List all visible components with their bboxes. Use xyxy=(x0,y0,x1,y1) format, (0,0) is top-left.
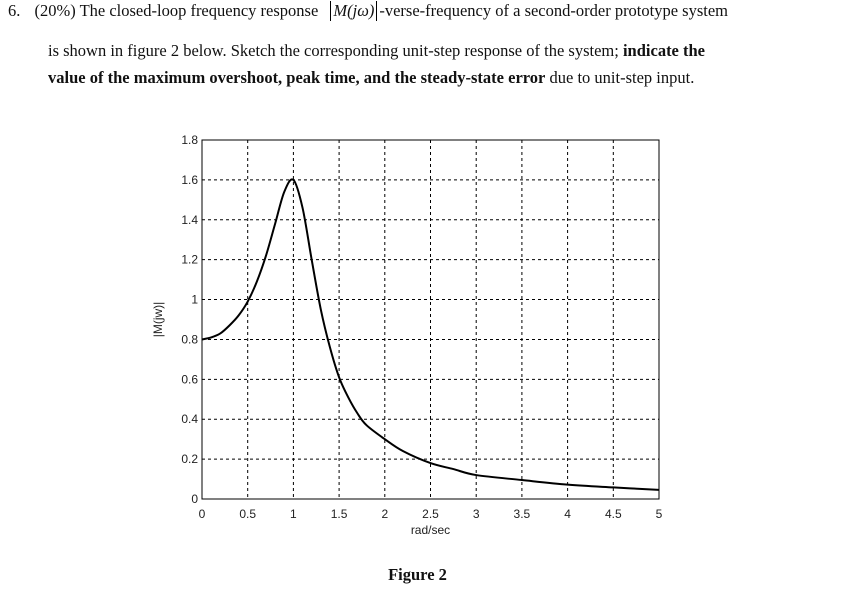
question-line3-normal: due to unit-step input. xyxy=(549,68,695,87)
question-line2-bold: indicate the xyxy=(622,41,706,60)
y-tick-label: 1.8 xyxy=(181,133,198,147)
x-tick-label: 3 xyxy=(473,507,480,521)
question-line-2: is shown in figure 2 below. Sketch the c… xyxy=(48,41,705,61)
y-tick-label: 0.6 xyxy=(181,372,198,386)
x-tick-label: 1 xyxy=(290,507,297,521)
y-tick-label: 0.8 xyxy=(181,332,198,346)
y-tick-label: 0.4 xyxy=(181,412,198,426)
x-tick-label: 0.5 xyxy=(239,507,256,521)
question-number: 6. xyxy=(8,1,21,20)
question-points: (20%) xyxy=(34,1,76,20)
y-tick-label: 1 xyxy=(191,293,198,307)
y-tick-label: 1.6 xyxy=(181,173,198,187)
x-tick-label: 4 xyxy=(564,507,571,521)
x-tick-label: 5 xyxy=(656,507,663,521)
x-axis-label: rad/sec xyxy=(411,523,450,537)
x-tick-label: 1.5 xyxy=(331,507,348,521)
y-tick-label: 1.4 xyxy=(181,213,198,227)
y-tick-label: 0.2 xyxy=(181,452,198,466)
x-tick-label: 0 xyxy=(199,507,206,521)
x-tick-label: 3.5 xyxy=(514,507,531,521)
axes-box xyxy=(201,139,660,500)
x-tick-label: 2.5 xyxy=(422,507,439,521)
question-line1-post: -verse-frequency of a second-order proto… xyxy=(379,1,729,20)
plot-area xyxy=(202,140,659,499)
figure-caption: Figure 2 xyxy=(388,565,447,584)
question-line2-normal: is shown in figure 2 below. Sketch the c… xyxy=(48,41,619,60)
y-tick-label: 1.2 xyxy=(181,253,198,267)
x-tick-label: 4.5 xyxy=(605,507,622,521)
question-line-1: 6. (20%) The closed-loop frequency respo… xyxy=(8,1,728,21)
question-line3-bold: value of the maximum overshoot, peak tim… xyxy=(48,68,546,87)
magnitude-symbol: M(jω) xyxy=(330,1,378,21)
magnitude-curve xyxy=(201,178,660,491)
y-axis-label: |M(jw)| xyxy=(151,302,165,338)
question-line1-pre: The closed-loop frequency response xyxy=(79,1,319,20)
question-line-3: value of the maximum overshoot, peak tim… xyxy=(48,68,694,88)
y-tick-label: 0 xyxy=(191,492,198,506)
x-tick-label: 2 xyxy=(381,507,388,521)
